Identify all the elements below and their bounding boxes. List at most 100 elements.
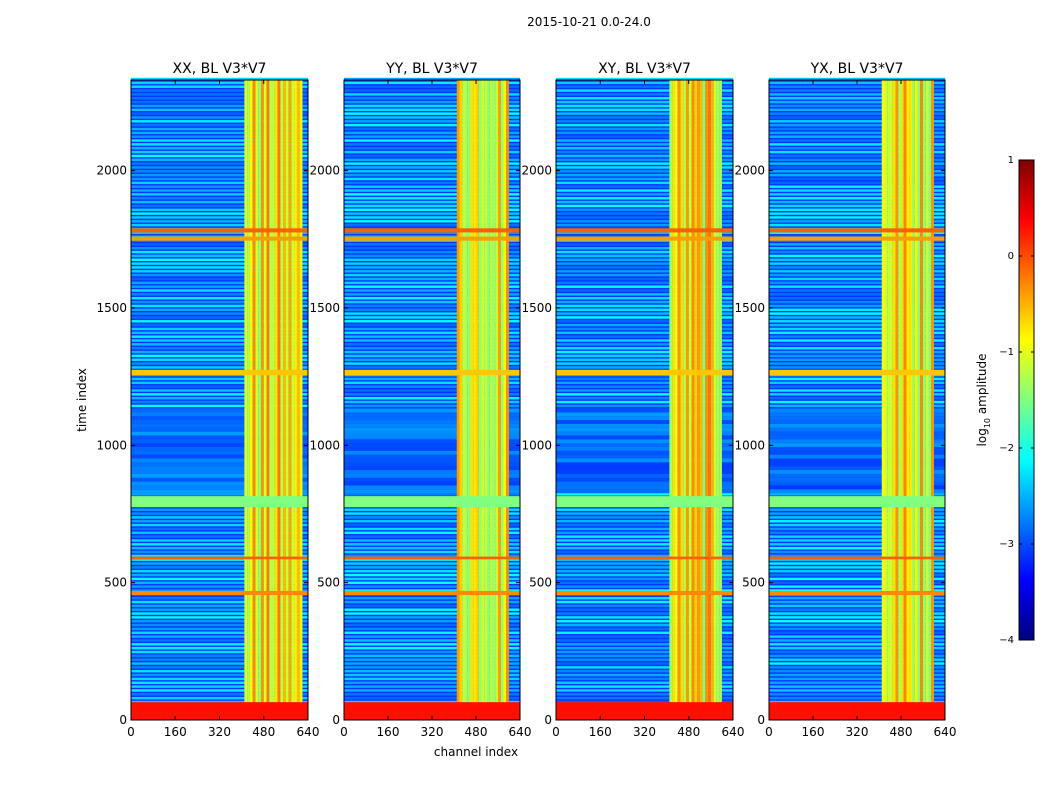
heatmap-row — [556, 189, 733, 192]
heatmap-row — [556, 216, 733, 219]
heatmap-row — [556, 181, 733, 185]
heatmap-row — [769, 516, 945, 519]
heatmap-row — [131, 685, 308, 688]
heatmap-row — [344, 396, 520, 400]
heatmap-row — [131, 523, 308, 527]
heatmap-row — [556, 570, 733, 573]
heatmap-row — [769, 631, 945, 634]
heatmap-band-column — [699, 80, 703, 720]
heatmap-band-column — [697, 80, 700, 720]
heatmap-row — [344, 512, 520, 515]
heatmap-row — [344, 473, 520, 478]
heatmap-row — [769, 381, 945, 385]
heatmap-row — [131, 212, 308, 215]
heatmap-row — [769, 393, 945, 396]
heatmap-yy — [344, 77, 520, 720]
heatmap-bright-row — [131, 496, 308, 508]
heatmap-row — [769, 100, 945, 104]
x-tick-label: 480 — [465, 725, 488, 739]
heatmap-row — [344, 693, 520, 696]
heatmap-row — [769, 470, 945, 474]
heatmap-row — [131, 535, 308, 538]
heatmap-row — [344, 273, 520, 277]
heatmap-row — [769, 123, 945, 127]
heatmap-row — [556, 450, 733, 455]
heatmap-row — [344, 450, 520, 455]
heatmap-xx — [131, 77, 308, 720]
heatmap-row — [131, 312, 308, 315]
heatmap-row — [556, 335, 733, 338]
heatmap-row — [344, 535, 520, 538]
heatmap-band-column — [495, 80, 498, 720]
heatmap-band-column — [914, 80, 918, 720]
heatmap-row — [131, 416, 308, 421]
heatmap-band-column — [489, 80, 493, 720]
x-tick-label: 320 — [633, 725, 656, 739]
heatmap-row — [344, 97, 520, 100]
y-tick-label: 1500 — [521, 301, 552, 315]
heatmap-row — [769, 423, 945, 428]
heatmap-row — [769, 643, 945, 646]
heatmap-row — [131, 131, 308, 135]
heatmap-band-column — [291, 80, 295, 720]
heatmap-row — [556, 550, 733, 554]
heatmap-row — [344, 116, 520, 119]
heatmap-band-column — [683, 80, 686, 720]
heatmap-row — [344, 331, 520, 335]
heatmap-row — [769, 366, 945, 369]
heatmap-row — [769, 339, 945, 342]
heatmap-row — [344, 243, 520, 246]
heatmap-row — [131, 512, 308, 515]
heatmap-row — [769, 389, 945, 392]
heatmap-row — [131, 389, 308, 392]
heatmap-band-column — [705, 80, 709, 720]
heatmap-band-column — [465, 80, 468, 720]
heatmap-bright-row — [556, 369, 733, 376]
x-tick-label: 160 — [377, 725, 400, 739]
heatmap-row — [131, 377, 308, 381]
heatmap-row — [131, 446, 308, 451]
heatmap-row — [131, 77, 308, 81]
heatmap-row — [131, 177, 308, 181]
heatmap-row — [769, 354, 945, 358]
heatmap-row — [344, 108, 520, 112]
heatmap-row — [556, 277, 733, 281]
heatmap-band-column — [923, 80, 926, 720]
heatmap-row — [769, 285, 945, 288]
heatmap-row — [769, 350, 945, 354]
heatmap-row — [131, 546, 308, 550]
heatmap-band-column — [694, 80, 698, 720]
heatmap-row — [556, 431, 733, 436]
heatmap-band-column — [898, 80, 901, 720]
heatmap-row — [131, 366, 308, 369]
heatmap-row — [131, 570, 308, 573]
heatmap-row — [131, 323, 308, 327]
colorbar-tick-label: 0 — [1008, 251, 1014, 262]
heatmap-row — [769, 277, 945, 281]
heatmap-row — [344, 120, 520, 123]
x-ticks: 0 160 320 480 640 — [765, 80, 956, 739]
heatmap-row — [556, 643, 733, 646]
heatmap-row — [556, 200, 733, 204]
heatmap-row — [344, 677, 520, 681]
heatmap-row — [769, 327, 945, 331]
heatmap-row — [344, 296, 520, 300]
heatmap-row — [556, 485, 733, 490]
heatmap-row — [556, 512, 733, 515]
heatmap-row — [344, 112, 520, 115]
heatmap-row — [556, 673, 733, 677]
heatmap-row — [344, 354, 520, 358]
heatmap-row — [344, 139, 520, 142]
heatmap-row — [556, 435, 733, 440]
y-tick-label: 2000 — [309, 164, 340, 178]
heatmap-band-column — [487, 80, 490, 720]
heatmap-row — [556, 304, 733, 308]
heatmap-row — [556, 273, 733, 277]
heatmap-row — [556, 312, 733, 315]
heatmap-row — [769, 550, 945, 554]
heatmap-band-column — [716, 80, 720, 720]
heatmap-row — [769, 112, 945, 115]
x-tick-label: 0 — [552, 725, 560, 739]
heatmap-row — [344, 689, 520, 692]
heatmap-row — [344, 404, 520, 408]
